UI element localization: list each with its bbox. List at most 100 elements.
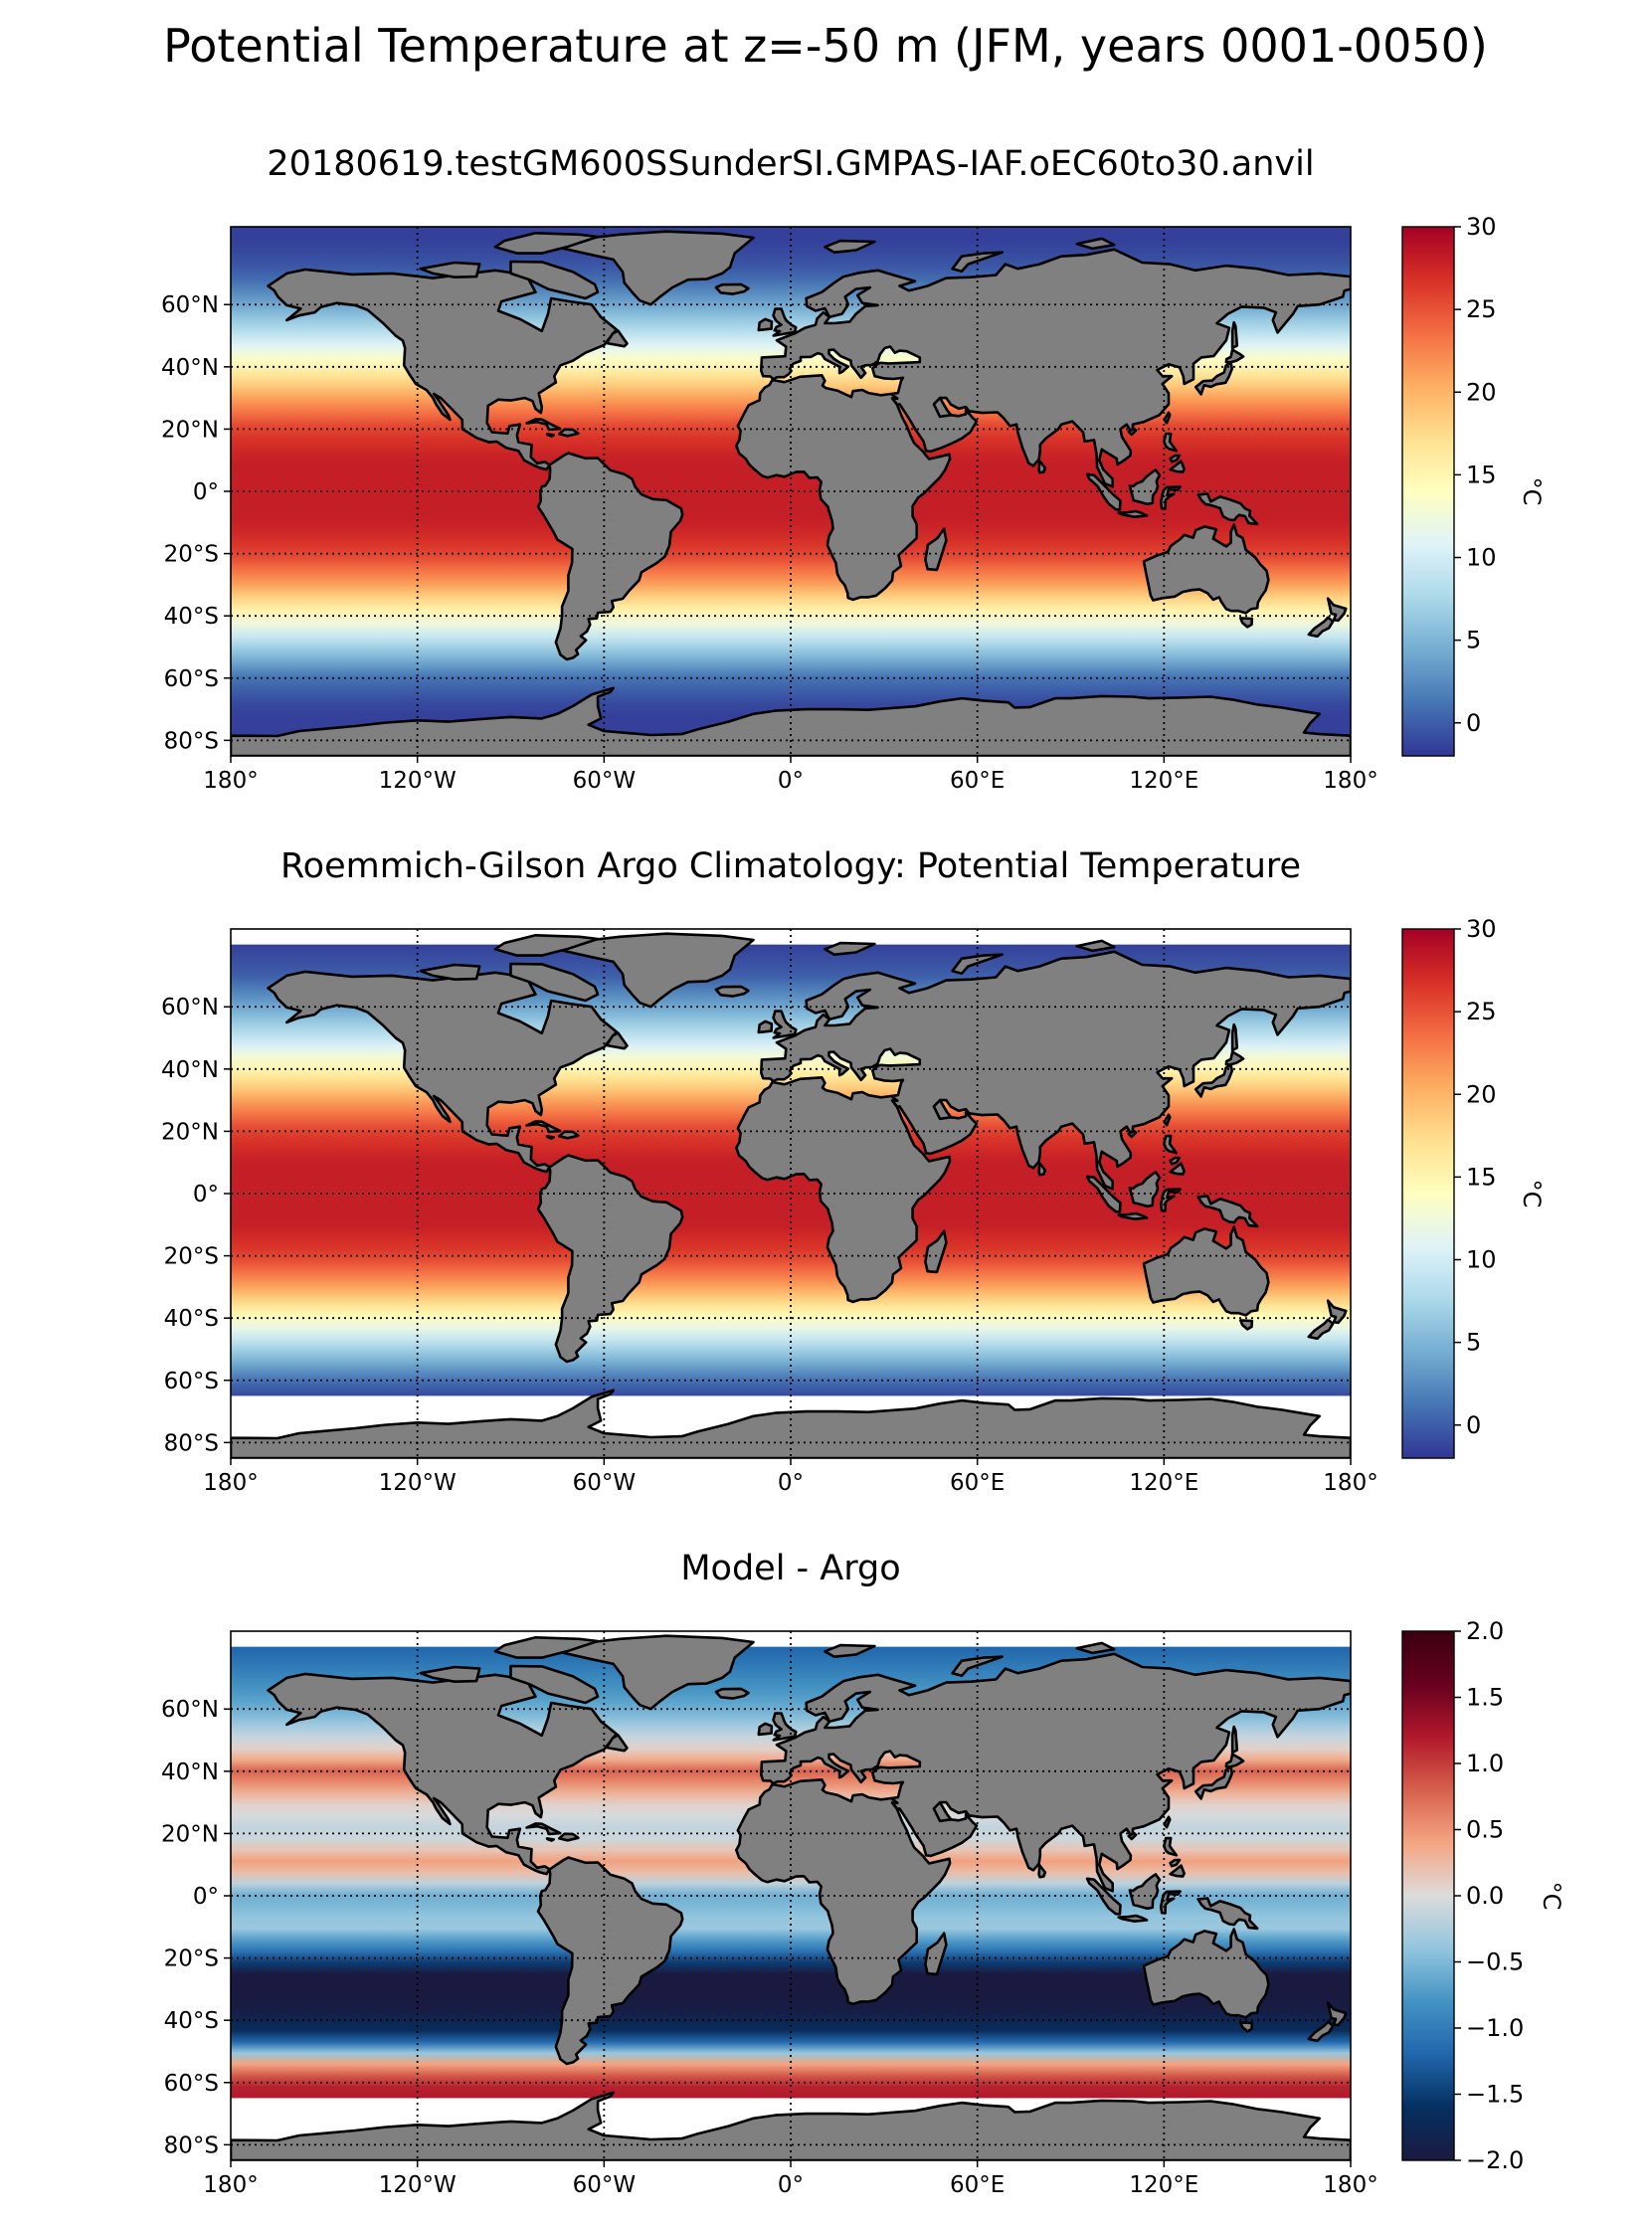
land-mindanao xyxy=(1169,1162,1186,1176)
land-iceland xyxy=(714,282,750,295)
colorbar-scale xyxy=(1401,1630,1455,2161)
colorbar-tick-label: −2.0 xyxy=(1466,2146,1524,2174)
argo-panel: Roemmich-Gilson Argo Climatology: Potent… xyxy=(161,846,1546,1496)
land-new-guinea xyxy=(1196,1897,1259,1931)
y-tick-label: 20°S xyxy=(164,542,219,568)
argo-map xyxy=(231,929,1351,1458)
x-tick-label: 120°E xyxy=(1129,768,1198,794)
land-greenland xyxy=(562,230,755,306)
land-antarctica xyxy=(231,2091,1351,2160)
land-severnaya-zemlya xyxy=(1075,1641,1116,1655)
y-tick-label: 20°N xyxy=(161,1119,219,1145)
y-tick-label: 40°S xyxy=(164,1306,219,1332)
x-tick-label: 120°E xyxy=(1129,2172,1198,2198)
y-tick-label: 80°S xyxy=(164,2132,219,2158)
land-sulawesi xyxy=(1159,1188,1182,1212)
land-jamaica xyxy=(545,1837,555,1842)
colorbar-tick-label: 30 xyxy=(1466,915,1497,943)
land-hispaniola xyxy=(558,1130,580,1140)
land-luzon xyxy=(1163,1134,1179,1155)
land-luzon xyxy=(1163,1836,1179,1857)
colorbar-unit-label: °C xyxy=(1538,1882,1565,1911)
land-iceland xyxy=(714,985,750,998)
land-sri-lanka xyxy=(1037,1162,1047,1177)
land-ireland xyxy=(757,1019,774,1034)
x-tick-label: 120°W xyxy=(379,2172,457,2198)
land-taiwan xyxy=(1163,411,1172,425)
land-victoria-island xyxy=(419,1665,481,1683)
x-tick-label: 60°E xyxy=(950,2172,1005,2198)
land-south-america xyxy=(536,1856,684,2066)
land-mindanao xyxy=(1169,460,1186,473)
x-tick-label: 60°E xyxy=(950,768,1005,794)
y-tick-label: 20°S xyxy=(164,1244,219,1270)
land-svalbard xyxy=(824,941,876,956)
x-tick-label: 0° xyxy=(778,768,804,794)
colorbar-tick-label: 5 xyxy=(1466,627,1481,654)
land-sulawesi xyxy=(1159,1890,1182,1915)
colorbar-tick-label: 0 xyxy=(1466,1411,1481,1439)
land-victoria-island xyxy=(419,261,481,278)
model-map xyxy=(231,227,1351,756)
land-ellesmere-island xyxy=(493,1636,600,1659)
colorbar-tick-label: 15 xyxy=(1466,461,1497,488)
y-tick-label: 40°S xyxy=(164,604,219,630)
land-java xyxy=(1117,509,1149,518)
colorbar-tick-label: 15 xyxy=(1466,1163,1497,1191)
land-australia xyxy=(1142,523,1270,615)
land-sri-lanka xyxy=(1037,1864,1047,1879)
colorbar-tick-label: −1.0 xyxy=(1466,2014,1524,2042)
x-tick-label: 180° xyxy=(1323,2172,1377,2198)
land-ellesmere-island xyxy=(493,232,600,255)
land-ireland xyxy=(757,317,774,332)
land-jamaica xyxy=(545,433,555,438)
y-tick-label: 60°S xyxy=(164,2071,219,2097)
colorbar-tick-label: 10 xyxy=(1466,544,1497,572)
land-greenland xyxy=(562,1634,755,1711)
land-madagascar xyxy=(924,1229,948,1274)
argo-panel-title: Roemmich-Gilson Argo Climatology: Potent… xyxy=(280,846,1301,886)
land-severnaya-zemlya xyxy=(1075,939,1116,953)
land-eurasia xyxy=(760,1652,1351,1893)
y-tick-label: 60°N xyxy=(161,1697,219,1723)
x-tick-label: 0° xyxy=(778,2172,804,2198)
colorbar-tick-label: 0.5 xyxy=(1466,1816,1504,1844)
land-arabia-gulf-fill xyxy=(932,1800,953,1823)
colorbar-tick-label: 1.0 xyxy=(1466,1750,1504,1777)
difference-colorbar: 2.0 1.5 1.0 0.5 0.0 −0.5 −1.0 −1.5 −2.0 °C xyxy=(1401,1617,1565,2174)
land-severnaya-zemlya xyxy=(1075,237,1116,251)
land-south-america xyxy=(536,452,684,661)
y-tick-label: 40°N xyxy=(161,355,219,381)
land-sulawesi xyxy=(1159,485,1182,510)
colorbar-unit-label: °C xyxy=(1518,1180,1546,1208)
land-ireland xyxy=(757,1722,774,1737)
difference-panel-title: Model - Argo xyxy=(680,1549,900,1588)
y-tick-label: 60°N xyxy=(161,292,219,318)
land-borneo xyxy=(1128,468,1162,506)
x-tick-label: 120°W xyxy=(379,768,457,794)
colorbar-tick-label: −1.5 xyxy=(1466,2081,1524,2109)
colorbar-scale xyxy=(1401,226,1455,757)
land-taiwan xyxy=(1163,1815,1172,1829)
colorbar-tick-label: 30 xyxy=(1466,213,1497,241)
land-antarctica xyxy=(231,1389,1351,1458)
difference-map xyxy=(231,1631,1351,2160)
land-south-america xyxy=(536,1154,684,1364)
land-ellesmere-island xyxy=(493,934,600,957)
land-newfoundland xyxy=(605,329,629,348)
land-new-guinea xyxy=(1196,492,1259,526)
colorbar-tick-label: 0 xyxy=(1466,709,1481,737)
y-tick-label: 60°S xyxy=(164,1369,219,1394)
land-hokkaido xyxy=(1224,1050,1245,1066)
land-new-zealand-south xyxy=(1307,2020,1335,2043)
land-new-guinea xyxy=(1196,1195,1259,1228)
land-taiwan xyxy=(1163,1113,1172,1127)
difference-panel: Model - Argo 180° 120°W 60°W 0° 60°E 120°E 180°… xyxy=(161,1549,1565,2198)
land-visayas xyxy=(1169,454,1182,463)
land-arabia-gulf-fill xyxy=(932,1098,953,1121)
x-tick-label: 60°E xyxy=(950,1470,1005,1496)
x-tick-label: 180° xyxy=(1323,768,1377,794)
y-tick-label: 60°S xyxy=(164,666,219,692)
land-greenland xyxy=(562,932,755,1009)
